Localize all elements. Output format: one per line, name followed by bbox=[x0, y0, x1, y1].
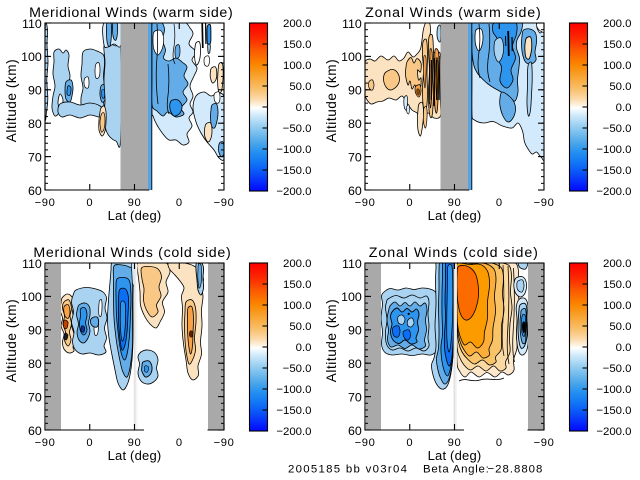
svg-text:−150.0: −150.0 bbox=[596, 165, 631, 177]
svg-text:−50.0: −50.0 bbox=[283, 363, 312, 375]
svg-text:−200.0: −200.0 bbox=[596, 186, 631, 198]
svg-text:−200.0: −200.0 bbox=[276, 426, 311, 438]
svg-text:Zonal Winds (warm side): Zonal Winds (warm side) bbox=[365, 5, 541, 21]
svg-text:−90: −90 bbox=[355, 197, 376, 209]
svg-text:Meridional Winds (warm side): Meridional Winds (warm side) bbox=[29, 5, 233, 21]
svg-text:70: 70 bbox=[348, 150, 362, 164]
svg-text:Meridional Winds (cold side): Meridional Winds (cold side) bbox=[33, 245, 231, 261]
svg-text:90: 90 bbox=[448, 437, 462, 449]
svg-text:−90: −90 bbox=[35, 437, 56, 449]
svg-text:0.0: 0.0 bbox=[616, 342, 632, 354]
svg-text:−50.0: −50.0 bbox=[603, 363, 632, 375]
svg-text:200.0: 200.0 bbox=[603, 258, 632, 270]
svg-text:90: 90 bbox=[128, 437, 142, 449]
svg-text:0: 0 bbox=[496, 197, 503, 209]
svg-text:110: 110 bbox=[22, 257, 42, 271]
svg-text:100.0: 100.0 bbox=[603, 60, 632, 72]
svg-text:Lat (deg): Lat (deg) bbox=[428, 448, 482, 463]
svg-text:−150.0: −150.0 bbox=[596, 405, 631, 417]
svg-text:2005185 bb v03r04: 2005185 bb v03r04 bbox=[288, 463, 408, 475]
svg-text:−100.0: −100.0 bbox=[276, 384, 311, 396]
svg-text:150.0: 150.0 bbox=[603, 279, 632, 291]
svg-text:Lat (deg): Lat (deg) bbox=[428, 208, 482, 223]
svg-text:110: 110 bbox=[342, 17, 362, 31]
svg-text:100: 100 bbox=[21, 50, 42, 64]
svg-text:50.0: 50.0 bbox=[289, 321, 311, 333]
svg-text:−100.0: −100.0 bbox=[596, 384, 631, 396]
svg-text:70: 70 bbox=[28, 390, 42, 404]
svg-text:−100.0: −100.0 bbox=[596, 144, 631, 156]
svg-text:80: 80 bbox=[28, 357, 42, 371]
svg-text:−90: −90 bbox=[35, 197, 56, 209]
svg-text:80: 80 bbox=[28, 117, 42, 131]
svg-text:110: 110 bbox=[22, 17, 42, 31]
svg-text:−50.0: −50.0 bbox=[283, 123, 312, 135]
svg-text:−90: −90 bbox=[534, 437, 555, 449]
svg-text:80: 80 bbox=[348, 117, 362, 131]
svg-text:Lat (deg): Lat (deg) bbox=[108, 448, 162, 463]
svg-text:0: 0 bbox=[86, 197, 93, 209]
svg-text:100.0: 100.0 bbox=[283, 300, 312, 312]
svg-text:200.0: 200.0 bbox=[603, 18, 632, 30]
svg-text:90: 90 bbox=[28, 84, 42, 98]
svg-text:80: 80 bbox=[348, 357, 362, 371]
svg-text:50.0: 50.0 bbox=[609, 321, 631, 333]
svg-text:−90: −90 bbox=[355, 437, 376, 449]
svg-text:−150.0: −150.0 bbox=[276, 405, 311, 417]
svg-text:−90: −90 bbox=[214, 437, 235, 449]
svg-text:0: 0 bbox=[406, 437, 413, 449]
svg-text:100: 100 bbox=[341, 290, 362, 304]
svg-text:60: 60 bbox=[28, 424, 42, 438]
svg-text:50.0: 50.0 bbox=[609, 81, 631, 93]
svg-text:−90: −90 bbox=[534, 197, 555, 209]
svg-text:100: 100 bbox=[341, 50, 362, 64]
svg-text:90: 90 bbox=[28, 324, 42, 338]
svg-text:Beta Angle:: Beta Angle: bbox=[423, 463, 490, 475]
svg-text:−200.0: −200.0 bbox=[596, 426, 631, 438]
svg-text:200.0: 200.0 bbox=[283, 258, 312, 270]
svg-text:0: 0 bbox=[86, 437, 93, 449]
svg-text:−50.0: −50.0 bbox=[603, 123, 632, 135]
svg-text:−28.8808: −28.8808 bbox=[488, 463, 544, 475]
svg-text:60: 60 bbox=[348, 424, 362, 438]
svg-text:90: 90 bbox=[448, 197, 462, 209]
svg-text:Altitude (km): Altitude (km) bbox=[4, 299, 19, 382]
svg-text:0: 0 bbox=[496, 437, 503, 449]
svg-text:0: 0 bbox=[176, 437, 183, 449]
svg-text:−100.0: −100.0 bbox=[276, 144, 311, 156]
svg-text:0.0: 0.0 bbox=[296, 342, 312, 354]
svg-text:150.0: 150.0 bbox=[603, 39, 632, 51]
svg-text:110: 110 bbox=[342, 257, 362, 271]
svg-text:70: 70 bbox=[28, 150, 42, 164]
svg-text:−200.0: −200.0 bbox=[276, 186, 311, 198]
svg-text:100.0: 100.0 bbox=[283, 60, 312, 72]
svg-text:Lat (deg): Lat (deg) bbox=[108, 208, 162, 223]
svg-text:90: 90 bbox=[348, 324, 362, 338]
svg-text:Zonal Winds (cold side): Zonal Winds (cold side) bbox=[369, 245, 539, 261]
svg-text:150.0: 150.0 bbox=[283, 279, 312, 291]
svg-text:150.0: 150.0 bbox=[283, 39, 312, 51]
svg-text:Altitude (km): Altitude (km) bbox=[4, 59, 19, 142]
svg-text:Altitude (km): Altitude (km) bbox=[324, 59, 339, 142]
svg-text:0.0: 0.0 bbox=[616, 102, 632, 114]
svg-text:90: 90 bbox=[348, 84, 362, 98]
svg-text:0.0: 0.0 bbox=[296, 102, 312, 114]
svg-text:200.0: 200.0 bbox=[283, 18, 312, 30]
svg-text:Altitude (km): Altitude (km) bbox=[324, 299, 339, 382]
svg-text:60: 60 bbox=[348, 184, 362, 198]
svg-text:0: 0 bbox=[176, 197, 183, 209]
svg-text:−150.0: −150.0 bbox=[276, 165, 311, 177]
svg-text:−90: −90 bbox=[214, 197, 235, 209]
svg-text:100.0: 100.0 bbox=[603, 300, 632, 312]
svg-text:90: 90 bbox=[128, 197, 142, 209]
svg-text:60: 60 bbox=[28, 184, 42, 198]
svg-text:50.0: 50.0 bbox=[289, 81, 311, 93]
svg-text:0: 0 bbox=[406, 197, 413, 209]
svg-text:100: 100 bbox=[21, 290, 42, 304]
svg-text:70: 70 bbox=[348, 390, 362, 404]
